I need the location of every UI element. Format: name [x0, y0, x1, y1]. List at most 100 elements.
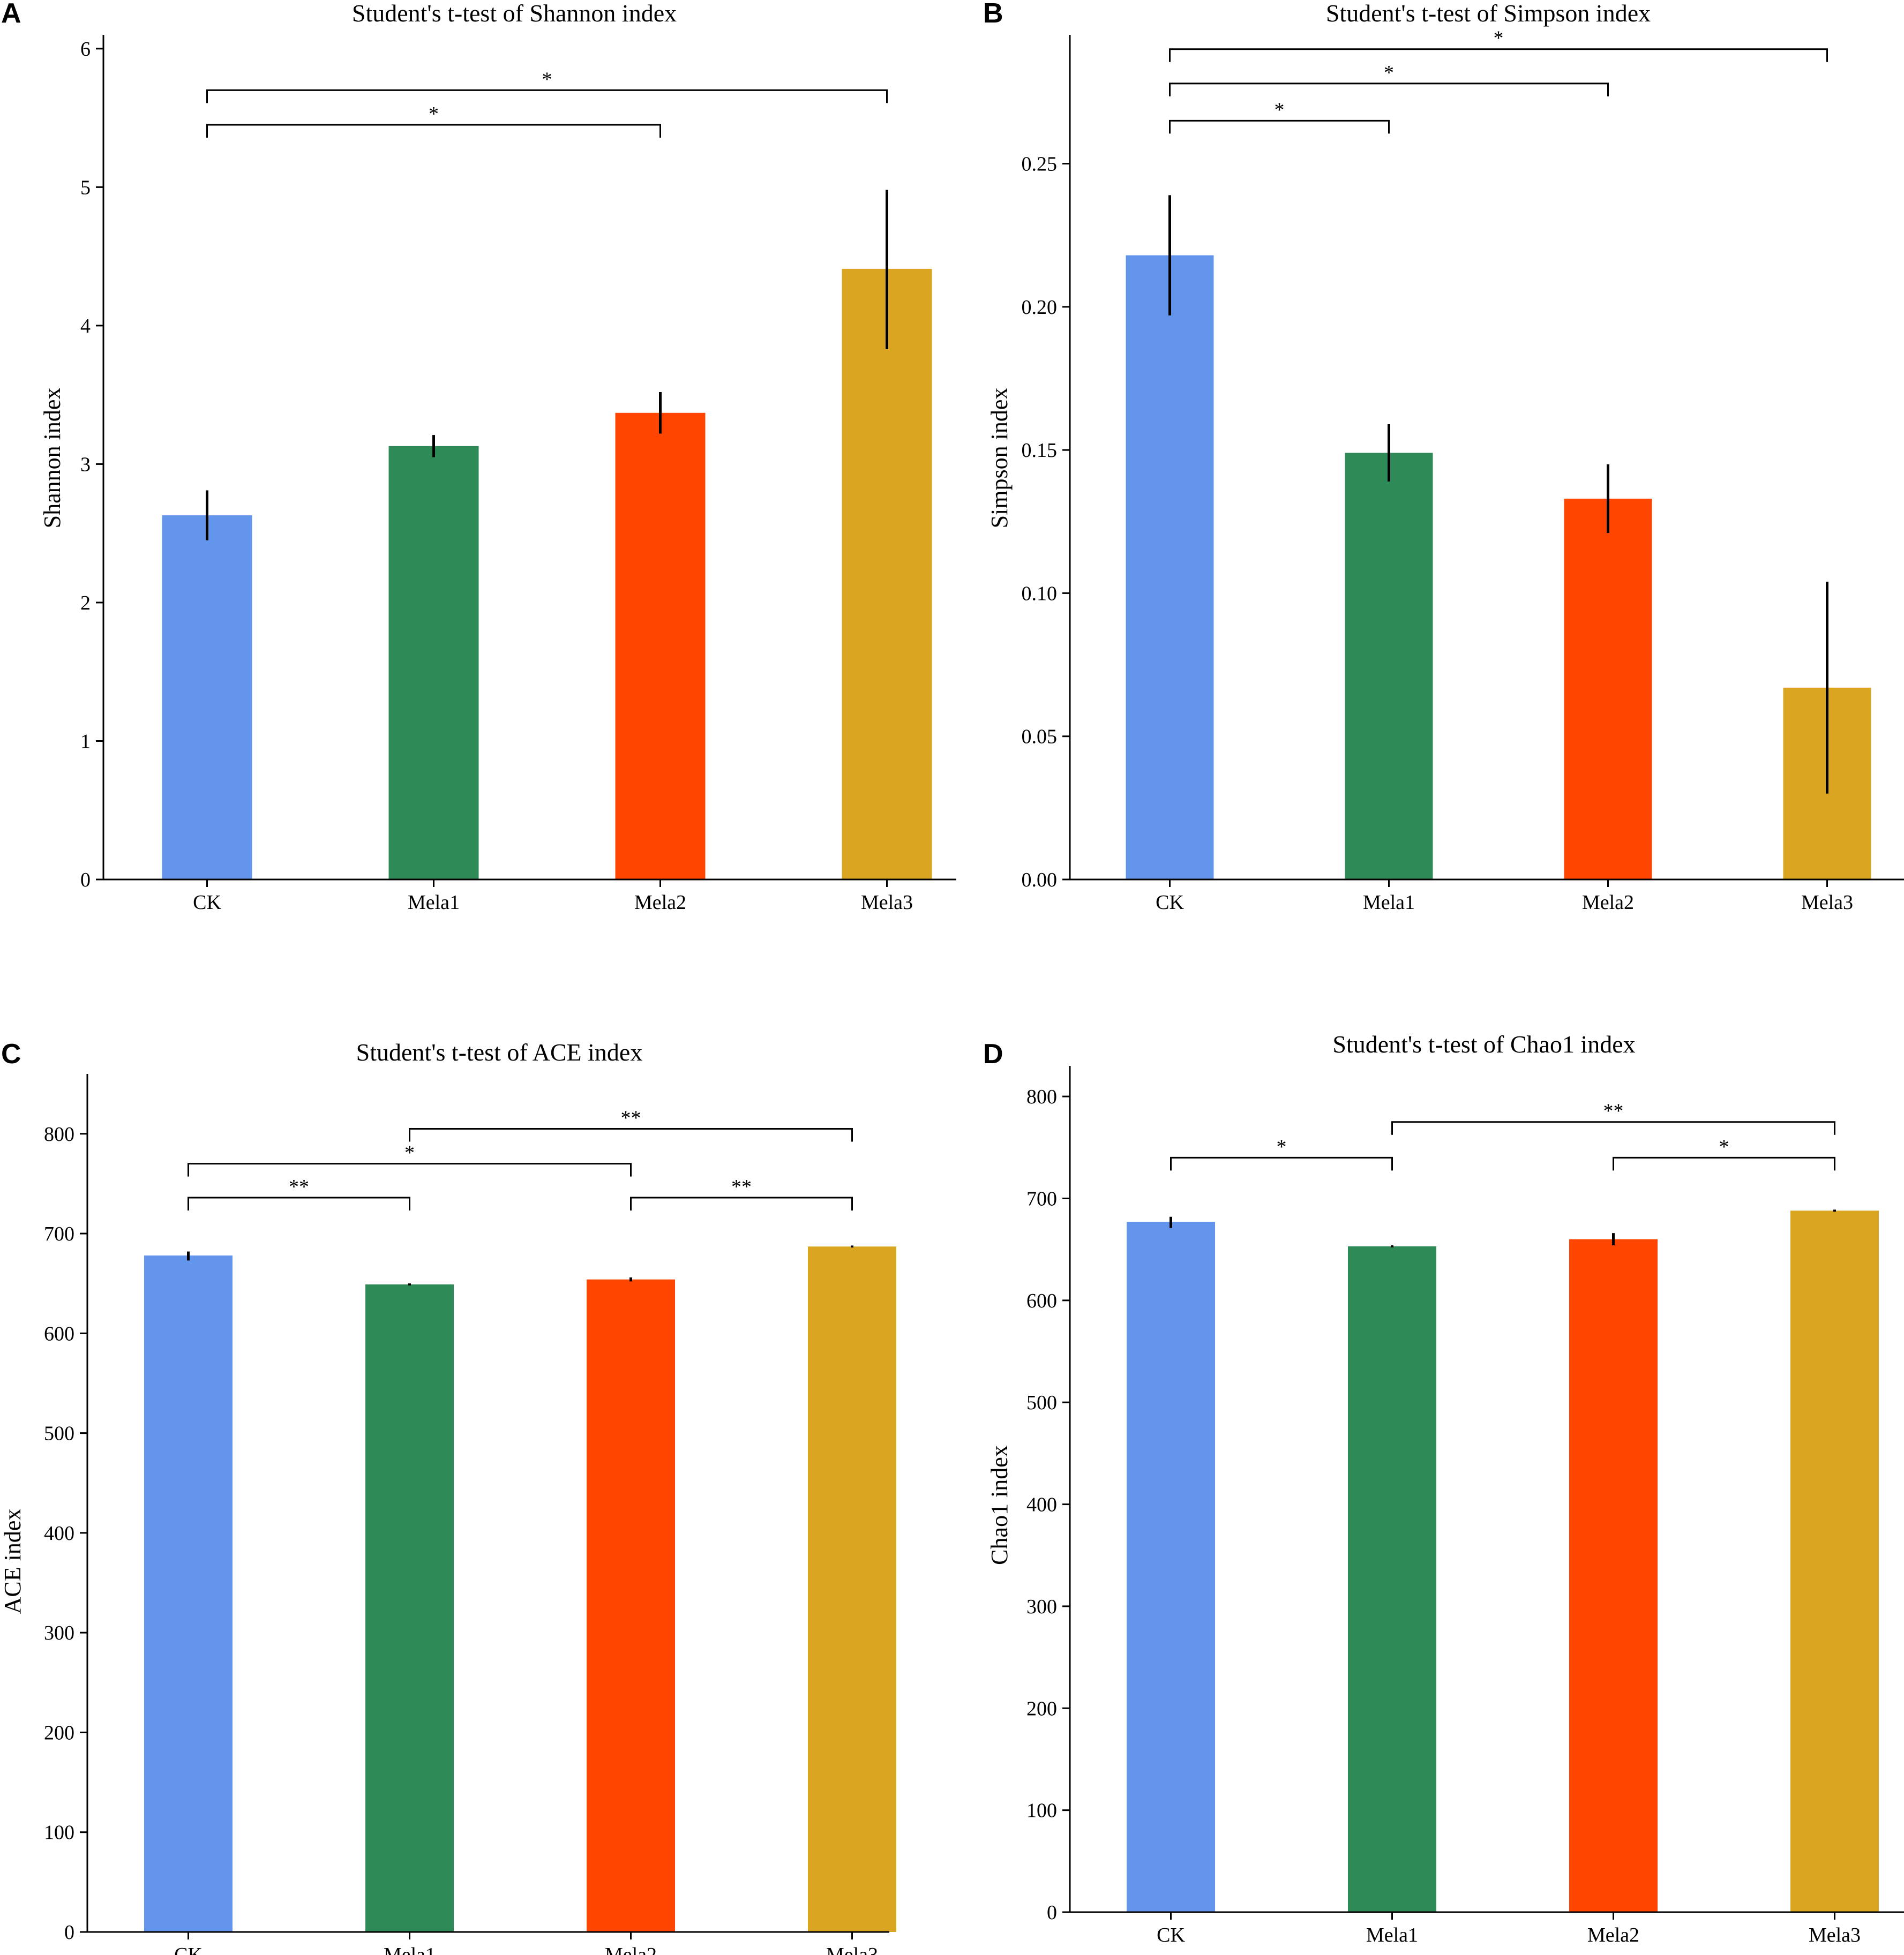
significance-label: *: [542, 68, 552, 91]
significance-label: *: [1384, 62, 1394, 84]
panel-c-plot: 0 100 200 300 400 500 600 700 800 CK Mela1 Mela2 Mel…: [44, 1074, 896, 1955]
bar-ck: [162, 515, 252, 879]
significance-bracket: [1170, 1156, 1393, 1171]
y-tick-label: 6: [80, 38, 91, 61]
y-tick-label: 400: [44, 1522, 74, 1545]
panel-b: B Student's t-test of Simpson index Simp…: [983, 0, 1904, 914]
y-tick-label: 500: [1026, 1392, 1057, 1414]
y-tick-label: 800: [1026, 1086, 1057, 1108]
panel-b-title: Student's t-test of Simpson index: [1326, 0, 1651, 27]
y-tick-label: 100: [44, 1822, 74, 1844]
y-tick-label: 700: [1026, 1187, 1057, 1210]
y-tick-label: 5: [80, 176, 91, 199]
bar-mela3: [1790, 1210, 1879, 1912]
y-tick-label: 100: [1026, 1800, 1057, 1822]
bar-mela1: [1345, 453, 1433, 879]
significance-label: **: [1603, 1100, 1624, 1123]
y-tick-label: 3: [80, 453, 91, 476]
y-tick-label: 400: [1026, 1494, 1057, 1516]
significance-bracket: [1169, 48, 1828, 62]
y-tick-label: 0.10: [1022, 582, 1058, 605]
y-tick-label: 4: [80, 315, 91, 337]
bar-mela2: [615, 412, 706, 879]
x-tick-label: Mela2: [634, 891, 686, 914]
panel-d-letter: D: [983, 1039, 1003, 1070]
bar-mela3: [842, 268, 932, 880]
panel-d-ylabel: Chao1 index: [986, 1445, 1013, 1565]
y-tick-label: 200: [44, 1721, 74, 1744]
panel-b-letter: B: [983, 0, 1003, 29]
x-tick-label: Mela3: [1809, 1924, 1861, 1946]
significance-bracket: [409, 1127, 853, 1142]
significance-label: **: [621, 1107, 641, 1129]
bar-mela1: [1348, 1246, 1436, 1912]
y-tick-label: 500: [44, 1423, 74, 1445]
x-tick-label: Mela3: [826, 1944, 878, 1955]
y-tick-label: 200: [1026, 1697, 1057, 1720]
panel-c-title: Student's t-test of ACE index: [356, 1039, 643, 1066]
significance-bracket: [630, 1197, 853, 1210]
significance-bracket: [188, 1197, 410, 1210]
y-tick-label: 0: [80, 869, 91, 891]
y-tick-label: 0.15: [1022, 439, 1058, 462]
x-tick-label: Mela1: [408, 891, 460, 914]
panel-c-letter: C: [1, 1039, 21, 1070]
significance-label: **: [289, 1176, 309, 1198]
panel-d: D Student's t-test of Chao1 index Chao1 …: [983, 1031, 1904, 1946]
significance-label: *: [1719, 1136, 1729, 1158]
y-tick-label: 300: [44, 1622, 74, 1644]
significance-label: *: [1275, 99, 1285, 121]
panel-c-ylabel: ACE index: [0, 1509, 26, 1614]
significance-bracket: [1169, 119, 1390, 134]
y-tick-label: 0: [64, 1921, 74, 1944]
panel-b-ylabel: Simpson index: [986, 388, 1013, 529]
panel-a-plot: 0 1 2 3 4 5 6 CK Mela1 Mela2 Mela3 * *: [80, 35, 956, 914]
significance-label: *: [1494, 27, 1504, 50]
x-tick-label: Mela1: [1363, 891, 1415, 914]
x-tick-label: Mela1: [1366, 1924, 1418, 1946]
panel-a-ylabel: Shannon index: [39, 388, 65, 529]
x-tick-label: CK: [1157, 1924, 1185, 1946]
panel-a-letter: A: [1, 0, 21, 29]
significance-label: *: [404, 1142, 415, 1164]
y-tick-label: 0.00: [1022, 869, 1058, 891]
y-tick-label: 800: [44, 1123, 74, 1146]
panel-b-plot: 0.00 0.05 0.10 0.15 0.20 0.25 CK Mela1 Mela2 Mela…: [1022, 27, 1904, 914]
bar-ck: [144, 1255, 233, 1932]
significance-label: *: [429, 103, 439, 125]
panel-c: C Student's t-test of ACE index ACE inde…: [0, 1039, 896, 1955]
x-tick-label: CK: [193, 891, 221, 914]
bar-mela1: [365, 1284, 454, 1932]
significance-label: **: [731, 1176, 752, 1198]
x-tick-label: Mela2: [1582, 891, 1634, 914]
x-tick-label: Mela2: [1587, 1924, 1639, 1946]
y-tick-label: 0.25: [1022, 153, 1058, 176]
x-tick-label: Mela2: [605, 1944, 657, 1955]
panel-d-plot: 0 100 200 300 400 500 600 700 800 CK Mela1 Mela2 Mel…: [1026, 1066, 1904, 1946]
y-tick-label: 1: [80, 730, 91, 753]
y-tick-label: 0: [1047, 1901, 1057, 1924]
significance-bracket: [1391, 1121, 1835, 1135]
y-tick-label: 700: [44, 1223, 74, 1245]
panel-d-title: Student's t-test of Chao1 index: [1332, 1031, 1635, 1058]
x-tick-label: Mela3: [861, 891, 913, 914]
x-tick-label: CK: [1156, 891, 1184, 914]
bar-mela1: [388, 446, 479, 879]
significance-bracket: [206, 124, 661, 138]
panel-a-title: Student's t-test of Shannon index: [352, 0, 677, 27]
bar-mela2: [587, 1279, 675, 1932]
significance-bracket: [1169, 82, 1609, 96]
significance-bracket: [188, 1163, 632, 1177]
x-tick-label: CK: [174, 1944, 203, 1955]
panel-a: A Student's t-test of Shannon index Shan…: [1, 0, 956, 914]
significance-bracket: [206, 89, 888, 103]
x-tick-label: Mela3: [1801, 891, 1853, 914]
y-tick-label: 300: [1026, 1596, 1057, 1618]
y-tick-label: 0.05: [1022, 726, 1058, 748]
x-tick-label: Mela1: [384, 1944, 436, 1955]
bar-ck: [1127, 1222, 1215, 1912]
bar-mela3: [808, 1246, 896, 1932]
y-tick-label: 600: [44, 1322, 74, 1345]
significance-label: *: [1277, 1136, 1287, 1158]
